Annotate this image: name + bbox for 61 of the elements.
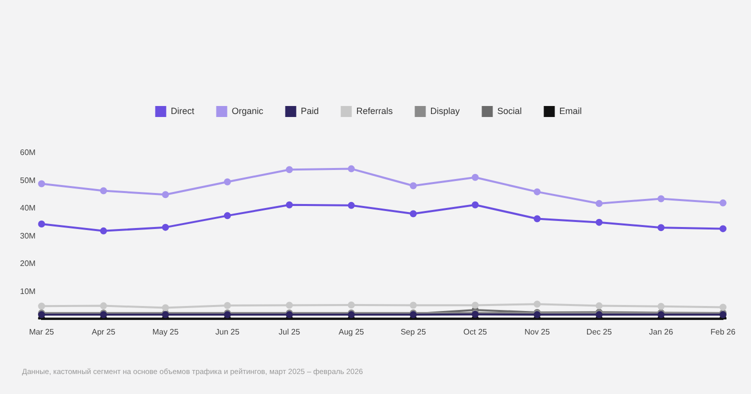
x-tick-label: Jun 25 — [215, 327, 240, 336]
x-tick-label: Jan 26 — [649, 327, 674, 336]
point — [286, 302, 293, 309]
point — [472, 174, 479, 181]
point — [162, 224, 169, 231]
point — [348, 301, 355, 308]
point — [472, 201, 479, 208]
point — [162, 304, 169, 312]
point — [224, 302, 231, 310]
legend-label: Email — [559, 106, 582, 116]
point — [410, 210, 417, 218]
y-tick-label: 30M — [20, 231, 36, 240]
x-tick-label: Dec 25 — [586, 327, 612, 336]
legend-label: Organic — [232, 106, 264, 116]
point — [162, 191, 169, 198]
point — [534, 215, 541, 222]
point — [658, 224, 665, 232]
point — [224, 178, 231, 186]
x-tick-label: May 25 — [152, 327, 180, 336]
point — [472, 302, 479, 309]
legend-label: Social — [497, 106, 522, 116]
point — [658, 195, 665, 202]
y-tick-label: 50M — [20, 176, 36, 185]
x-tick-label: Oct 25 — [463, 327, 488, 336]
point — [224, 212, 231, 220]
legend-label: Paid — [300, 106, 319, 116]
point — [720, 225, 726, 232]
legend-label: Direct — [170, 106, 195, 116]
point — [410, 302, 417, 309]
x-tick-label: Apr 25 — [92, 327, 116, 336]
point — [534, 188, 541, 196]
point — [534, 300, 541, 308]
point — [410, 182, 417, 190]
point — [100, 187, 108, 194]
point — [348, 202, 355, 209]
point — [38, 180, 46, 188]
x-tick-label: Jul 25 — [278, 327, 301, 336]
y-tick-label: 40M — [20, 204, 36, 213]
legend-label: Referrals — [356, 106, 394, 116]
point — [596, 218, 603, 226]
x-tick-label: Mar 25 — [29, 327, 55, 336]
y-tick-label: 20M — [20, 259, 36, 268]
point — [286, 166, 293, 174]
x-tick-label: Sep 25 — [400, 327, 426, 336]
point — [286, 201, 293, 208]
point — [720, 199, 726, 206]
x-tick-label: Aug 25 — [338, 327, 365, 336]
y-tick-label: 10M — [20, 286, 36, 296]
point — [348, 165, 355, 172]
point — [658, 302, 665, 310]
point — [596, 302, 603, 310]
point — [720, 304, 726, 311]
point — [100, 302, 108, 310]
point — [38, 220, 46, 228]
y-tick-label: 60M — [20, 148, 36, 158]
x-tick-label: Feb 26 — [710, 327, 736, 336]
x-tick-label: Nov 25 — [524, 327, 550, 336]
point — [38, 302, 46, 310]
point — [596, 200, 603, 207]
point — [100, 227, 108, 234]
legend-label: Display — [430, 106, 460, 116]
